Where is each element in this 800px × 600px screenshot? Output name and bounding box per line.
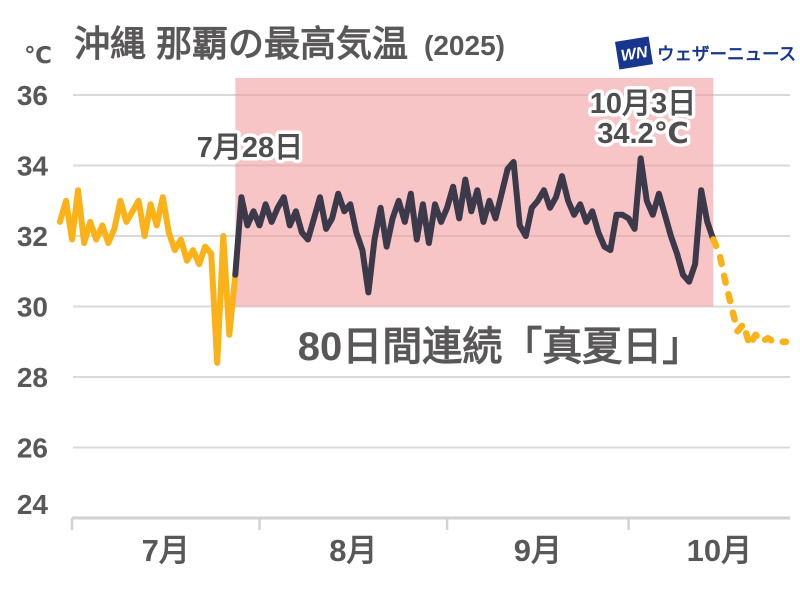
peak-date-label: 10月3日 xyxy=(590,88,696,120)
y-axis-labels: 36 34 32 30 28 26 24 xyxy=(17,80,49,520)
logo-mark-text: WN xyxy=(620,44,649,65)
temp-line-forecast xyxy=(710,236,790,349)
streak-start-label: 7月28日 xyxy=(197,132,303,164)
y-axis-unit: ℃ xyxy=(24,42,52,68)
temp-line-streak xyxy=(232,155,717,296)
y-tick-label-36: 36 xyxy=(17,80,48,111)
temp-line-before-streak xyxy=(56,187,239,366)
weathernews-logo: WN ウェザーニュース xyxy=(615,36,796,70)
x-tick-label-10月: 10月 xyxy=(687,533,752,568)
y-tick-label-30: 30 xyxy=(17,292,48,323)
x-tick-label-9月: 9月 xyxy=(514,533,562,568)
y-tick-label-26: 26 xyxy=(17,433,48,464)
streak-caption: 80日間連続「真夏日」 xyxy=(298,325,703,369)
y-tick-label-32: 32 xyxy=(17,221,48,252)
chart-title-year: (2025) xyxy=(424,30,505,61)
x-axis-labels: 7月 8月 9月 10月 xyxy=(142,533,752,568)
logo-mark-box xyxy=(615,36,653,70)
chart-title: 沖縄 那覇の最高気温 (2025) xyxy=(74,23,505,64)
x-axis xyxy=(70,516,790,530)
y-tick-label-34: 34 xyxy=(17,151,49,182)
logo-name: ウェザーニュース xyxy=(657,44,796,64)
y-tick-label-24: 24 xyxy=(17,489,49,520)
peak-temp-label: 34.2℃ xyxy=(597,118,689,150)
x-tick-label-7月: 7月 xyxy=(142,533,190,568)
chart-title-main: 沖縄 那覇の最高気温 xyxy=(74,23,408,64)
y-tick-label-28: 28 xyxy=(17,362,48,393)
x-tick-label-8月: 8月 xyxy=(329,533,377,568)
